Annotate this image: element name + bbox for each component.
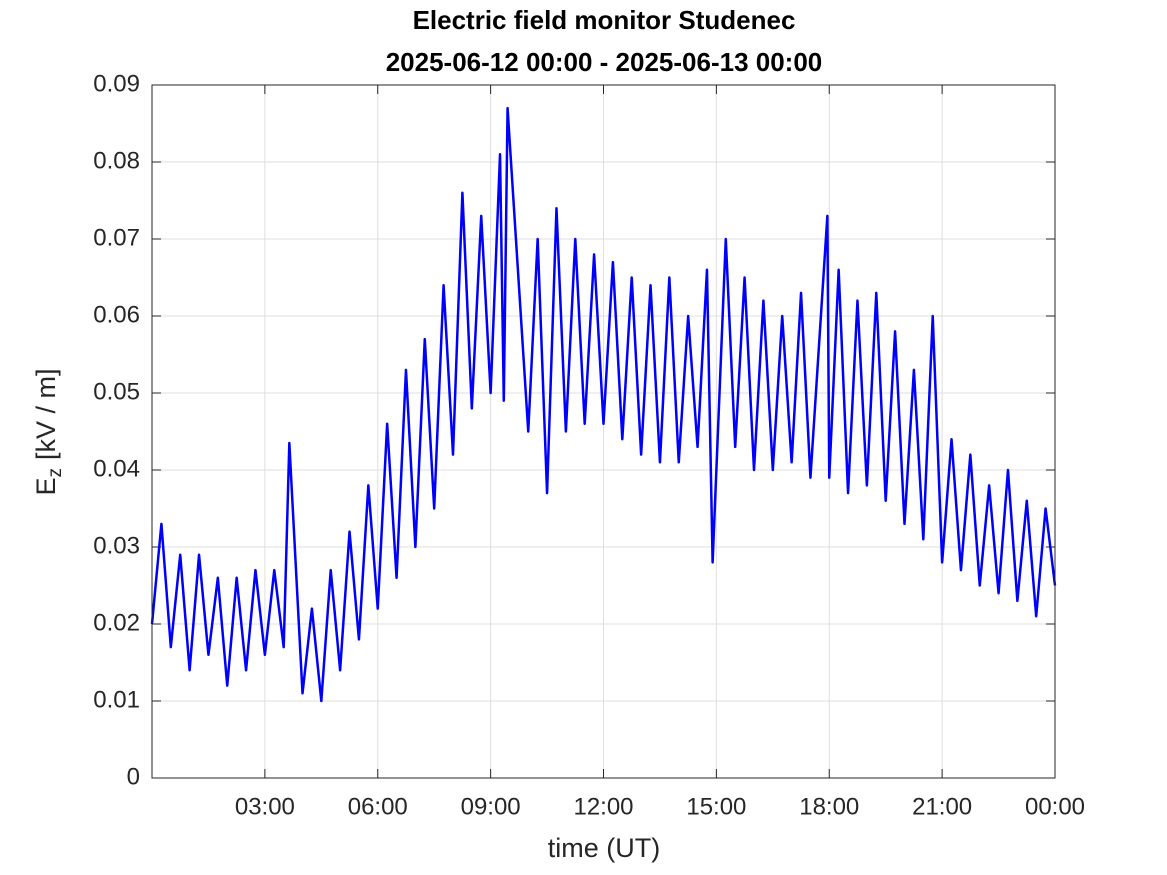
x-tick-label: 21:00	[912, 793, 972, 820]
x-tick-label: 03:00	[235, 793, 295, 820]
y-label-base: E	[31, 478, 61, 496]
y-label-unit: [kV / m]	[31, 368, 61, 460]
data-line	[150, 106, 1057, 703]
chart-subtitle: 2025-06-12 00:00 - 2025-06-13 00:00	[386, 47, 823, 77]
x-tick-label: 09:00	[461, 793, 521, 820]
x-tick-label: 12:00	[573, 793, 633, 820]
y-axis-label: Ez [kV / m]	[31, 368, 66, 495]
x-tick-label: 15:00	[686, 793, 746, 820]
x-tick-label: 06:00	[348, 793, 408, 820]
y-tick-label: 0.03	[93, 532, 140, 559]
x-tick-label: 18:00	[799, 793, 859, 820]
y-label-subscript: z	[45, 468, 66, 478]
y-tick-label: 0.05	[93, 378, 140, 405]
y-tick-label: 0.09	[93, 70, 140, 97]
chart-title: Electric field monitor Studenec	[413, 5, 796, 35]
y-tick-label: 0.02	[93, 609, 140, 636]
y-tick-label: 0.07	[93, 224, 140, 251]
y-tick-label: 0.04	[93, 455, 140, 482]
y-tick-label: 0.08	[93, 147, 140, 174]
x-tick-label: 00:00	[1025, 793, 1085, 820]
plot-frame	[151, 84, 1056, 779]
y-tick-label: 0	[127, 763, 140, 790]
y-tick-label: 0.01	[93, 686, 140, 713]
y-tick-label: 0.06	[93, 301, 140, 328]
x-axis-label: time (UT)	[548, 833, 660, 863]
